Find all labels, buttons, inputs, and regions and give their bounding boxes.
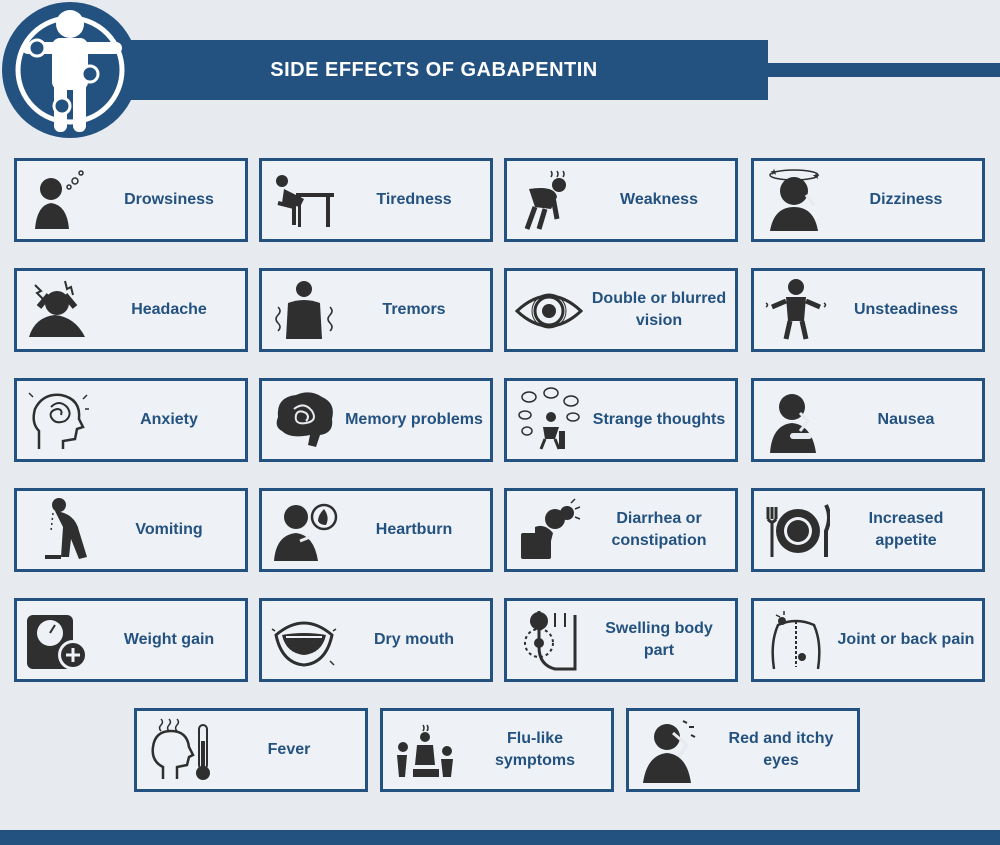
side-effect-label: Heartburn xyxy=(375,521,453,538)
side-effect-label: Flu-like symptoms xyxy=(494,730,576,769)
fever-thermometer-icon xyxy=(145,717,213,783)
side-effect-card: Headache xyxy=(14,268,248,352)
side-effect-label: Headache xyxy=(131,301,207,318)
side-effect-card: Red and itchy eyes xyxy=(626,708,860,792)
side-effect-card: Strange thoughts xyxy=(504,378,738,462)
side-effect-card: Double or blurred vision xyxy=(504,268,738,352)
side-effect-card: ★ ★ Dizziness xyxy=(751,158,985,242)
side-effect-label: Joint or back pain xyxy=(837,631,975,648)
side-effect-card: Heartburn xyxy=(259,488,493,572)
back-pain-icon xyxy=(762,607,830,673)
heartburn-icon xyxy=(270,497,338,563)
side-effect-card: Unsteadiness xyxy=(751,268,985,352)
side-effect-card: Fever xyxy=(134,708,368,792)
header-accent-bar xyxy=(767,63,1000,77)
footer-bar xyxy=(0,830,1000,845)
person-on-toilet-icon xyxy=(515,497,583,563)
scale-plus-icon xyxy=(25,607,93,673)
side-effect-card: Tremors xyxy=(259,268,493,352)
side-effect-label: Swelling body part xyxy=(605,620,713,659)
side-effect-label: Strange thoughts xyxy=(592,411,726,428)
body-logo-icon xyxy=(2,2,138,138)
side-effect-label: Weakness xyxy=(620,191,698,208)
side-effect-label: Anxiety xyxy=(140,411,198,428)
svg-text:★: ★ xyxy=(812,171,820,181)
person-slumped-at-desk-icon xyxy=(270,167,338,233)
side-effect-card: Flu-like symptoms xyxy=(380,708,614,792)
side-effect-label: Drowsiness xyxy=(124,191,214,208)
side-effect-card: Weakness xyxy=(504,158,738,242)
vomiting-person-icon xyxy=(25,497,93,563)
side-effect-label: Dizziness xyxy=(869,191,943,208)
sleepy-person-icon xyxy=(25,167,93,233)
dry-mouth-icon xyxy=(270,607,338,673)
eye-icon xyxy=(514,277,584,343)
side-effect-label: Increased appetite xyxy=(868,510,944,549)
dizzy-person-icon: ★ ★ xyxy=(762,167,830,233)
swollen-toe-icon xyxy=(515,607,583,673)
thinking-person-icon xyxy=(515,387,583,453)
page-title-banner: SIDE EFFECTS OF GABAPENTIN xyxy=(100,40,768,100)
side-effect-card: Tiredness xyxy=(259,158,493,242)
side-effect-card: Weight gain xyxy=(14,598,248,682)
headache-icon xyxy=(25,277,93,343)
nauseous-person-icon xyxy=(762,387,830,453)
rubbing-eyes-icon xyxy=(637,717,705,783)
side-effect-card: Vomiting xyxy=(14,488,248,572)
side-effect-label: Unsteadiness xyxy=(853,301,959,318)
side-effect-card: Anxiety xyxy=(14,378,248,462)
side-effect-label: Red and itchy eyes xyxy=(728,730,834,769)
weak-bent-person-icon xyxy=(515,167,583,233)
side-effect-card: Swelling body part xyxy=(504,598,738,682)
side-effect-card: Diarrhea or constipation xyxy=(504,488,738,572)
anxious-head-icon xyxy=(25,387,93,453)
side-effect-label: Memory problems xyxy=(345,411,483,428)
svg-text:★: ★ xyxy=(770,167,778,177)
side-effect-label: Nausea xyxy=(877,411,935,428)
side-effect-label: Dry mouth xyxy=(374,631,454,648)
page-title: SIDE EFFECTS OF GABAPENTIN xyxy=(270,58,598,81)
side-effect-label: Tremors xyxy=(382,301,446,318)
side-effect-label: Weight gain xyxy=(123,631,215,648)
side-effect-card: Memory problems xyxy=(259,378,493,462)
side-effect-card: Increased appetite xyxy=(751,488,985,572)
side-effect-card: Joint or back pain xyxy=(751,598,985,682)
tangled-brain-icon xyxy=(270,387,338,453)
side-effect-label: Double or blurred vision xyxy=(591,290,727,329)
wobbly-person-icon xyxy=(762,277,830,343)
sick-people-icon xyxy=(391,717,459,783)
side-effect-label: Diarrhea or constipation xyxy=(611,510,707,549)
side-effect-card: Nausea xyxy=(751,378,985,462)
plate-and-fork-icon xyxy=(762,497,831,563)
side-effect-label: Fever xyxy=(267,741,311,758)
side-effect-card: Drowsiness xyxy=(14,158,248,242)
side-effect-label: Tiredness xyxy=(376,191,452,208)
side-effect-card: Dry mouth xyxy=(259,598,493,682)
side-effect-label: Vomiting xyxy=(135,521,203,538)
shaking-person-icon xyxy=(270,277,338,343)
